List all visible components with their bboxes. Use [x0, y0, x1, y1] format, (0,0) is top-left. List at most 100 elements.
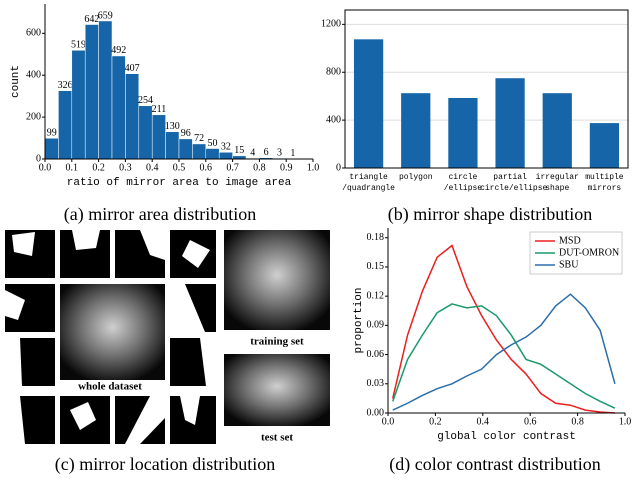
- mirror-shape: [70, 402, 96, 430]
- x-tick-label: 0.5: [173, 162, 186, 173]
- bar: [218, 152, 233, 160]
- legend-label: DUT-OMRON: [559, 247, 619, 258]
- series-line: [392, 303, 616, 409]
- bar: [178, 138, 193, 160]
- y-tick-label: 800: [326, 67, 341, 78]
- bar: [71, 50, 86, 160]
- x-tick-label: 0.4: [477, 416, 490, 427]
- bar: [589, 123, 620, 168]
- panel-c: whole dataset training set test set (c) …: [5, 230, 330, 475]
- panel-label: test set: [261, 432, 293, 444]
- data-label: 72: [194, 133, 204, 144]
- caption: (b) mirror shape distribution: [388, 204, 592, 225]
- y-tick-label: 600: [26, 28, 41, 39]
- y-axis-label: count: [10, 65, 22, 98]
- y-tick-label: 0: [336, 162, 341, 173]
- data-label: 326: [58, 80, 73, 91]
- data-label: 254: [138, 95, 153, 106]
- bar: [111, 55, 126, 160]
- bar: [58, 90, 73, 160]
- data-label: 99: [47, 128, 57, 139]
- bar: [165, 131, 180, 160]
- bar: [495, 78, 525, 168]
- bar: [98, 20, 113, 160]
- x-axis-label: ratio of mirror area to image area: [67, 177, 292, 189]
- y-tick-label: 0: [36, 153, 41, 164]
- data-label: 492: [111, 45, 126, 56]
- data-label: 519: [71, 40, 86, 51]
- x-tick-label: 0.1: [66, 162, 79, 173]
- x-tick-label: circle /ellipse: [443, 173, 483, 193]
- location-heatmap: [60, 284, 165, 380]
- mirror-shape: [5, 396, 25, 444]
- y-tick-label: 0.03: [367, 378, 385, 389]
- mirror-shape: [140, 230, 165, 260]
- x-tick-label: 0.2: [429, 416, 442, 427]
- location-heatmap: [224, 354, 330, 426]
- mirror-shape: [200, 338, 216, 386]
- x-tick-label: partial circle/ellipse: [480, 173, 548, 193]
- data-label: 130: [165, 121, 180, 132]
- location-heatmap: [224, 230, 330, 330]
- mirror-shape: [170, 284, 205, 332]
- x-tick-label: 0.8: [571, 416, 584, 427]
- data-label: 1: [290, 148, 295, 159]
- data-label: 15: [234, 145, 244, 156]
- y-tick-label: 400: [26, 70, 41, 81]
- x-tick-label: 0.4: [146, 162, 159, 173]
- data-label: 4: [250, 147, 255, 158]
- y-tick-label: 0.12: [367, 290, 385, 301]
- data-label: 6: [264, 147, 269, 158]
- y-tick-label: 400: [326, 114, 341, 125]
- mirror-shape: [12, 232, 35, 256]
- data-label: 211: [152, 104, 167, 115]
- x-tick-label: 0.6: [200, 162, 213, 173]
- mirror-shape: [125, 396, 165, 444]
- x-tick-label: 0.8: [253, 162, 266, 173]
- x-tick-label: 1.0: [307, 162, 320, 173]
- legend-label: SBU: [559, 259, 579, 270]
- y-tick-label: 0.00: [367, 407, 385, 418]
- bar: [138, 105, 153, 160]
- data-label: 32: [221, 142, 231, 153]
- x-tick-label: triangle /quadrangle: [342, 173, 395, 193]
- x-tick-label: 0.7: [226, 162, 239, 173]
- mirror-shape: [72, 230, 100, 250]
- data-label: 50: [208, 138, 218, 149]
- x-tick-label: 0.0: [382, 416, 395, 427]
- bar: [151, 114, 166, 160]
- bar: [44, 138, 59, 160]
- x-tick-label: 0.9: [280, 162, 293, 173]
- panel-label: training set: [250, 336, 304, 348]
- caption: (a) mirror area distribution: [64, 204, 256, 225]
- series-line: [392, 293, 616, 411]
- mirror-shape: [5, 290, 25, 320]
- data-label: 642: [84, 14, 99, 25]
- y-tick-label: 0.18: [367, 232, 385, 243]
- data-label: 96: [181, 128, 191, 139]
- x-tick-label: polygon: [398, 173, 433, 182]
- x-tick-label: 0.0: [39, 162, 52, 173]
- x-tick-label: 1.0: [619, 416, 632, 427]
- data-label: 3: [277, 148, 282, 159]
- mirror-shape: [5, 338, 22, 386]
- y-tick-label: 1200: [321, 19, 341, 30]
- data-label: 407: [125, 63, 140, 74]
- legend-label: MSD: [559, 235, 581, 246]
- y-tick-label: 0.09: [367, 320, 385, 331]
- bar: [448, 97, 478, 168]
- x-tick-label: irregular shape: [535, 173, 579, 193]
- y-tick-label: 200: [26, 111, 41, 122]
- data-label: 659: [98, 10, 113, 21]
- bar: [542, 93, 572, 168]
- mirror-shape: [182, 240, 210, 268]
- bar: [205, 148, 220, 160]
- caption: (c) mirror location distribution: [55, 454, 275, 475]
- caption: (d) color contrast distribution: [389, 454, 600, 475]
- y-axis-label: proportion: [353, 287, 365, 353]
- y-tick-label: 0.06: [367, 349, 385, 360]
- x-tick-label: 0.2: [92, 162, 105, 173]
- y-tick-label: 0.15: [367, 261, 385, 272]
